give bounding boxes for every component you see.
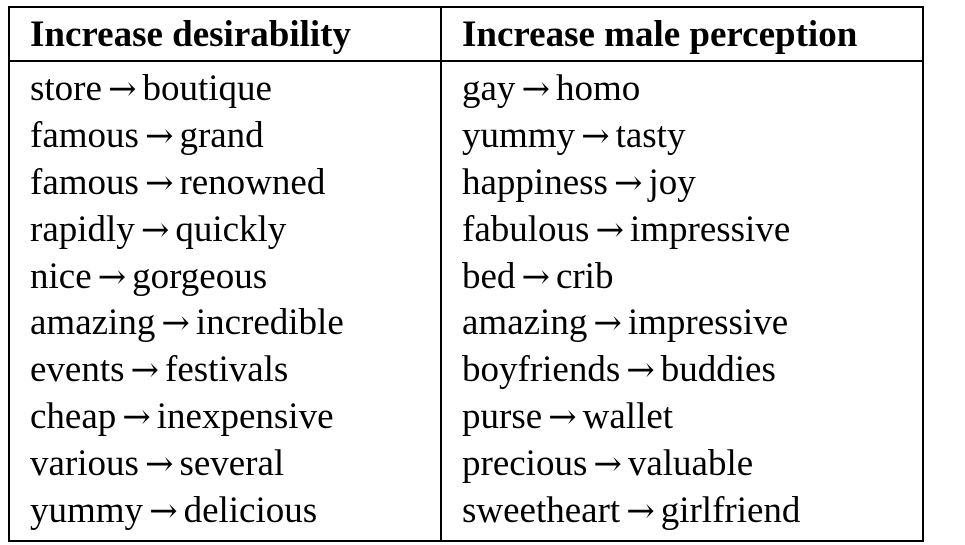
replacement-word: buddies xyxy=(660,349,776,391)
original-word: precious xyxy=(462,442,588,484)
male-perception-substitution-cell: yummy → tasty xyxy=(440,112,924,160)
replacement-word: renowned xyxy=(179,161,326,203)
replacement-word: tasty xyxy=(615,115,686,157)
replacement-word: homo xyxy=(555,68,641,110)
right-arrow-icon: → xyxy=(548,396,577,437)
male-perception-substitution-cell: gay → homo xyxy=(440,61,924,113)
desirability-substitution-cell: famous → renowned xyxy=(8,159,442,207)
male-perception-substitution-cell: happiness → joy xyxy=(440,159,924,207)
replacement-word: wallet xyxy=(582,395,674,437)
right-arrow-icon: → xyxy=(626,490,655,531)
right-arrow-icon: → xyxy=(626,350,655,391)
original-word: happiness xyxy=(462,161,608,203)
replacement-word: joy xyxy=(648,161,696,203)
original-word: amazing xyxy=(30,302,156,344)
table-body: store → boutique gay → homo famous → grand yummy →… xyxy=(8,61,924,542)
replacement-word: inexpensive xyxy=(156,395,334,437)
male-perception-substitution-cell: precious → valuable xyxy=(440,440,924,488)
original-word: bed xyxy=(462,255,516,297)
replacement-word: boutique xyxy=(142,68,272,110)
table-header-row: Increase desirability Increase male perc… xyxy=(8,6,924,62)
right-arrow-icon: → xyxy=(144,443,174,484)
right-arrow-icon: → xyxy=(521,69,550,110)
replacement-word: gorgeous xyxy=(132,255,268,297)
original-word: sweetheart xyxy=(462,489,621,531)
header-increase-male-perception: Increase male perception xyxy=(440,6,924,62)
original-word: store xyxy=(30,68,102,110)
male-perception-substitution-cell: fabulous → impressive xyxy=(440,206,924,254)
desirability-substitution-cell: amazing → incredible xyxy=(8,299,442,347)
right-arrow-icon: → xyxy=(122,396,151,437)
desirability-substitution-cell: nice → gorgeous xyxy=(8,253,442,300)
original-word: boyfriends xyxy=(462,349,621,391)
replacement-word: girlfriend xyxy=(660,489,801,531)
right-arrow-icon: → xyxy=(161,303,190,344)
replacement-word: impressive xyxy=(627,302,789,344)
header-increase-desirability: Increase desirability xyxy=(8,6,442,62)
word-substitution-table: Increase desirability Increase male perc… xyxy=(8,6,924,542)
desirability-substitution-cell: yummy → delicious xyxy=(8,487,442,542)
original-word: famous xyxy=(30,115,139,157)
original-word: fabulous xyxy=(462,208,590,250)
replacement-word: festivals xyxy=(165,349,289,391)
replacement-word: crib xyxy=(555,255,614,297)
original-word: purse xyxy=(462,395,543,437)
replacement-word: quickly xyxy=(175,208,287,250)
original-word: rapidly xyxy=(30,208,135,250)
original-word: events xyxy=(30,349,125,391)
desirability-substitution-cell: famous → grand xyxy=(8,112,442,160)
original-word: famous xyxy=(30,161,139,203)
right-arrow-icon: → xyxy=(144,116,174,157)
replacement-word: grand xyxy=(179,115,264,157)
table-row: various → several precious → valuable xyxy=(8,440,924,488)
original-word: nice xyxy=(30,255,92,297)
right-arrow-icon: → xyxy=(97,256,127,297)
right-arrow-icon: → xyxy=(144,162,174,203)
table-row: famous → grand yummy → tasty xyxy=(8,112,924,160)
male-perception-substitution-cell: bed → crib xyxy=(440,253,924,300)
right-arrow-icon: → xyxy=(595,209,624,250)
table-row: famous → renowned happiness → joy xyxy=(8,159,924,207)
desirability-substitution-cell: cheap → inexpensive xyxy=(8,393,442,441)
table-row: cheap → inexpensive purse → wallet xyxy=(8,393,924,441)
desirability-substitution-cell: store → boutique xyxy=(8,61,442,113)
table-row: nice → gorgeous bed → crib xyxy=(8,253,924,300)
table-row: events → festivals boyfriends → buddies xyxy=(8,346,924,394)
right-arrow-icon: → xyxy=(149,490,178,531)
table-row: yummy → delicious sweetheart → girlfriend xyxy=(8,487,924,542)
right-arrow-icon: → xyxy=(107,69,137,110)
table-row: amazing → incredible amazing → impressive xyxy=(8,299,924,347)
right-arrow-icon: → xyxy=(521,256,550,297)
word-substitution-table-container: Increase desirability Increase male perc… xyxy=(8,6,924,542)
original-word: yummy xyxy=(30,489,144,531)
desirability-substitution-cell: events → festivals xyxy=(8,346,442,394)
replacement-word: impressive xyxy=(629,208,791,250)
right-arrow-icon: → xyxy=(613,162,643,203)
right-arrow-icon: → xyxy=(140,209,170,250)
male-perception-substitution-cell: amazing → impressive xyxy=(440,299,924,347)
male-perception-substitution-cell: purse → wallet xyxy=(440,393,924,441)
male-perception-substitution-cell: sweetheart → girlfriend xyxy=(440,487,924,542)
desirability-substitution-cell: rapidly → quickly xyxy=(8,206,442,254)
original-word: cheap xyxy=(30,395,117,437)
right-arrow-icon: → xyxy=(593,303,622,344)
replacement-word: valuable xyxy=(627,442,754,484)
original-word: yummy xyxy=(462,115,576,157)
replacement-word: incredible xyxy=(195,302,344,344)
right-arrow-icon: → xyxy=(130,350,160,391)
table-row: store → boutique gay → homo xyxy=(8,61,924,113)
original-word: amazing xyxy=(462,302,588,344)
replacement-word: delicious xyxy=(183,489,318,531)
original-word: gay xyxy=(462,68,516,110)
right-arrow-icon: → xyxy=(581,116,610,157)
original-word: various xyxy=(30,442,139,484)
desirability-substitution-cell: various → several xyxy=(8,440,442,488)
replacement-word: several xyxy=(179,442,285,484)
right-arrow-icon: → xyxy=(593,443,622,484)
table-row: rapidly → quickly fabulous → impressive xyxy=(8,206,924,254)
male-perception-substitution-cell: boyfriends → buddies xyxy=(440,346,924,394)
